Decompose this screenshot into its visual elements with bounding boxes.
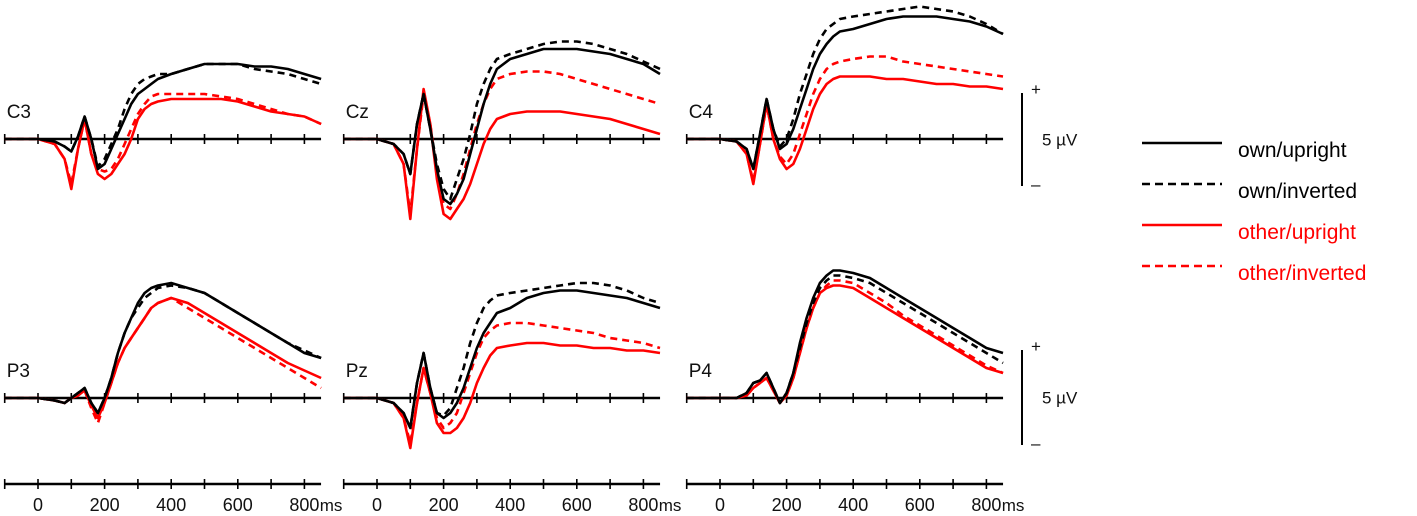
tick-label: 200 <box>772 495 802 515</box>
scale-value-label: 5 µV <box>1042 131 1078 150</box>
scale-bars: + – 5 µV + – 5 µV <box>1021 80 1078 453</box>
time-axis-3: 0 200 400 600 800 ms <box>685 479 1025 515</box>
legend-item-own-upright: own/upright <box>1142 139 1347 162</box>
tick-label: 200 <box>90 495 120 515</box>
series-line-other-upright <box>686 75 1004 186</box>
x-unit-label: ms <box>659 496 682 515</box>
x-unit-label: ms <box>1002 496 1025 515</box>
tick-label: 800 <box>628 495 658 515</box>
series-line-own-inverted <box>343 281 661 430</box>
series-line-other-inverted <box>343 70 661 216</box>
tick-label: 0 <box>372 495 382 515</box>
tick-label: 800 <box>289 495 319 515</box>
x-unit-label: ms <box>320 496 343 515</box>
panel-cz: Cz <box>342 40 661 221</box>
series-line-other-upright <box>686 284 1004 405</box>
series-line-own-upright <box>4 62 322 171</box>
scale-plus-label: + <box>1031 80 1041 99</box>
channel-label: P4 <box>689 361 713 382</box>
channel-label: Pz <box>346 361 368 382</box>
channel-label: C4 <box>689 102 714 123</box>
series-line-own-upright <box>343 47 661 206</box>
time-axis-1: 0 200 400 600 800 ms <box>3 479 343 515</box>
legend-label: own/inverted <box>1238 180 1357 203</box>
tick-label: 0 <box>715 495 725 515</box>
series-line-other-inverted <box>686 279 1004 405</box>
series-line-own-upright <box>343 289 661 430</box>
tick-label: 400 <box>495 495 525 515</box>
legend-item-other-upright: other/upright <box>1142 221 1356 244</box>
scale-bar-1: + – 5 µV <box>1021 80 1078 194</box>
panels-layer: C3 Cz C4 P3 Pz P4 <box>3 5 1004 450</box>
legend-label: other/upright <box>1238 221 1356 244</box>
legend: own/upright own/inverted other/upright othe… <box>1142 139 1366 285</box>
series-line-other-inverted <box>4 296 322 425</box>
series-line-other-upright <box>343 341 661 450</box>
scale-bar-2: + – 5 µV <box>1021 337 1078 453</box>
legend-item-own-inverted: own/inverted <box>1142 180 1357 203</box>
scale-value-label: 5 µV <box>1042 389 1078 408</box>
time-axes: 0 200 400 600 800 ms 0 200 400 600 800 ms 0 200 400 600… <box>3 479 1025 515</box>
scale-minus-label: – <box>1031 175 1041 194</box>
channel-label: Cz <box>346 102 369 123</box>
channel-label: P3 <box>7 361 30 382</box>
channel-label: C3 <box>7 102 31 123</box>
series-line-other-upright <box>4 97 322 191</box>
panel-pz: Pz <box>342 281 661 450</box>
series-line-own-upright <box>686 269 1004 405</box>
series-line-other-upright <box>343 87 661 221</box>
series-line-own-inverted <box>686 274 1004 405</box>
series-line-other-inverted <box>343 321 661 445</box>
scale-plus-label: + <box>1031 337 1041 356</box>
series-line-own-upright <box>4 281 322 415</box>
tick-label: 800 <box>971 495 1001 515</box>
panel-p3: P3 <box>3 281 322 425</box>
scale-minus-label: – <box>1031 434 1041 453</box>
tick-label: 200 <box>429 495 459 515</box>
tick-label: 0 <box>33 495 43 515</box>
panel-c4: C4 <box>685 5 1004 186</box>
panel-c3: C3 <box>3 62 322 191</box>
panel-p4: P4 <box>685 269 1004 405</box>
time-axis-2: 0 200 400 600 800 ms <box>342 479 682 515</box>
tick-label: 600 <box>905 495 935 515</box>
tick-label: 600 <box>223 495 253 515</box>
tick-label: 400 <box>838 495 868 515</box>
tick-label: 600 <box>562 495 592 515</box>
legend-label: own/upright <box>1238 139 1347 162</box>
series-line-own-inverted <box>4 284 322 415</box>
series-line-own-upright <box>686 15 1004 171</box>
series-line-own-inverted <box>4 62 322 168</box>
tick-label: 400 <box>156 495 186 515</box>
legend-label: other/inverted <box>1238 262 1366 285</box>
legend-item-other-inverted: other/inverted <box>1142 262 1366 285</box>
